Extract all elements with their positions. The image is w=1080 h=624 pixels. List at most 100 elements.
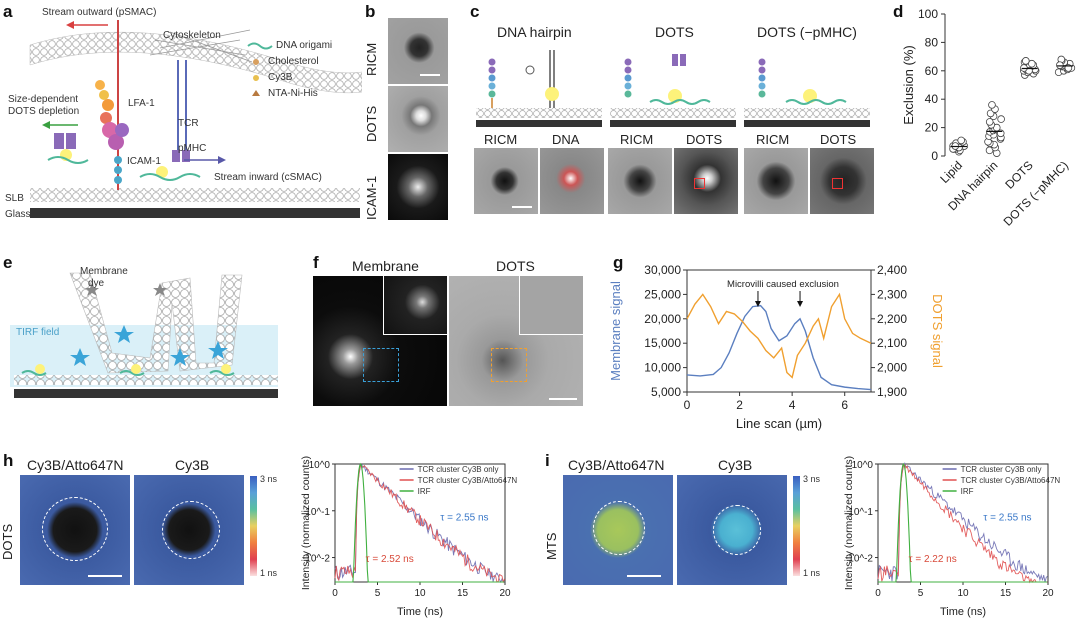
cell-outline — [593, 501, 645, 555]
panel-f-title-membrane: Membrane — [352, 258, 419, 274]
x-tick-label: 0 — [684, 398, 691, 412]
y-tick-label: 20 — [925, 121, 939, 135]
panel-letter-d: d — [893, 2, 904, 21]
annotation-label: Microvilli caused exclusion — [727, 279, 839, 290]
panel-f-membrane-image — [313, 276, 447, 406]
lfa1-label: LFA-1 — [128, 98, 155, 109]
membrane-dye-stars-grey — [85, 283, 167, 296]
panel-h-colorbar — [250, 476, 257, 576]
panel-letter-c: c — [470, 2, 480, 21]
x-tick-label: 5 — [918, 588, 924, 599]
panel-c-dots-image-1 — [674, 148, 738, 214]
membrane-microvilli — [69, 272, 243, 374]
legend-cholesterol: Cholesterol — [268, 56, 319, 67]
cytoskeleton-label: Cytoskeleton — [163, 30, 221, 41]
tau-cy3b-atto647n: τ = 2.52 ns — [366, 554, 414, 565]
y-tick-label: 15,000 — [644, 336, 681, 350]
y2-tick-label: 2,300 — [877, 287, 907, 301]
dots-signal-line — [686, 292, 872, 379]
panel-c-label-dna: DNA — [552, 132, 580, 147]
cy3b-atto647n-trace — [334, 464, 506, 584]
y-axis-label: Intensity (normalized counts) — [843, 456, 855, 590]
panel-c-dots-image-2 — [810, 148, 874, 214]
y-tick-label: 0 — [931, 149, 938, 163]
pmhc-label: pMHC — [178, 143, 207, 154]
membrane-dye-stars-blue — [70, 325, 228, 366]
panel-c-label-ricm-2: RICM — [620, 132, 654, 147]
x-tick-label: 2 — [736, 398, 743, 412]
legend-dna-origami: DNA origami — [276, 40, 333, 51]
stream-inward-label: Stream inward (cSMAC) — [214, 172, 322, 183]
slb-label: SLB — [5, 193, 24, 204]
dots-roi-box — [491, 348, 527, 382]
y-tick-label: 10^-2 — [848, 554, 873, 565]
x-axis-label: Line scan (µm) — [736, 416, 822, 431]
data-point — [1028, 59, 1036, 68]
panel-g-chart: 5,000 10,000 15,000 20,000 25,000 30,000 1,900… — [610, 263, 945, 431]
panel-c-ricm-image-3 — [744, 148, 808, 214]
panel-b-dots-image — [388, 86, 448, 152]
membrane-inset — [383, 276, 447, 335]
panel-i-colorbar-top: 3 ns — [803, 474, 821, 484]
y2-tick-label: 2,200 — [877, 312, 907, 326]
cell-outline — [713, 505, 761, 555]
tau-cy3b-only: τ = 2.55 ns — [983, 513, 1031, 524]
tirf-field-label: TIRF field — [16, 327, 60, 338]
y-tick-label: 10^-1 — [305, 507, 330, 518]
panel-b-icam1-image — [388, 154, 448, 220]
data-point — [1056, 61, 1064, 69]
panel-b-row-ricm: RICM — [364, 42, 379, 76]
icam1-label: ICAM-1 — [127, 156, 161, 167]
irf-trace — [878, 462, 1048, 583]
x-tick-label: 15 — [457, 588, 469, 599]
y-tick-label: 30,000 — [644, 263, 681, 277]
annotation-arrowhead — [754, 301, 761, 307]
panel-i-image-2 — [677, 475, 787, 585]
legend-entry: TCR cluster Cy3B only — [961, 465, 1042, 474]
x-tick-label: 4 — [789, 398, 796, 412]
panel-c-title-dots-no-pmhc: DOTS (−pMHC) — [757, 24, 857, 40]
y-tick-label: 10^-1 — [848, 507, 873, 518]
x-tick-label: DOTS — [1002, 158, 1035, 191]
membrane-roi-box — [363, 348, 399, 382]
panel-i-chart: 0 5 10 15 20 Time (ns) 10^0 10^-1 10^-2Intensity… — [843, 456, 1060, 618]
legend-entry: IRF — [418, 487, 431, 496]
stream-outward-label: Stream outward (pSMAC) — [42, 7, 157, 18]
glass-label: Glass — [5, 209, 31, 220]
size-dependent-label: Size-dependent — [8, 94, 79, 105]
panel-i-colorbar — [793, 476, 800, 576]
panel-c-ricm-image-2 — [608, 148, 672, 214]
glass-bar — [30, 208, 360, 218]
panel-letter-e: e — [3, 253, 13, 272]
panel-h-image-2 — [134, 475, 244, 585]
legend-entry: IRF — [961, 487, 974, 496]
y2-tick-label: 2,400 — [877, 263, 907, 277]
panel-c-title-dna-hairpin: DNA hairpin — [497, 24, 572, 40]
panel-i-row-label: MTS — [544, 532, 559, 560]
y-tick-label: 100 — [918, 7, 938, 21]
dots-on-slb — [21, 370, 235, 376]
scale-bar — [420, 74, 440, 76]
panel-h-image-1 — [20, 475, 130, 585]
panel-letter-f: f — [313, 253, 319, 272]
scale-bar — [88, 575, 122, 577]
x-tick-label: 10 — [414, 588, 426, 599]
membrane-signal-line — [686, 304, 872, 391]
roi-box — [832, 178, 843, 189]
panel-h-colorbar-bottom: 1 ns — [260, 568, 278, 578]
panel-c-dna-image — [540, 148, 604, 214]
panel-b-row-icam1: ICAM-1 — [364, 175, 379, 220]
legend-nta: NTA-Ni-His — [268, 88, 318, 99]
data-point — [988, 101, 996, 109]
panel-h-colorbar-top: 3 ns — [260, 474, 278, 484]
panel-c-label-dots-2: DOTS — [820, 132, 857, 147]
dots-inset — [519, 276, 583, 335]
panel-i-title-1: Cy3B/Atto647N — [568, 457, 665, 473]
panel-c-label-dots-1: DOTS — [686, 132, 723, 147]
schematic-dots-no-pmhc — [744, 58, 870, 127]
x-tick-label: 5 — [375, 588, 381, 599]
plot-frame — [686, 269, 872, 393]
panel-h-title-1: Cy3B/Atto647N — [27, 457, 124, 473]
x-tick-label: 0 — [875, 588, 881, 599]
